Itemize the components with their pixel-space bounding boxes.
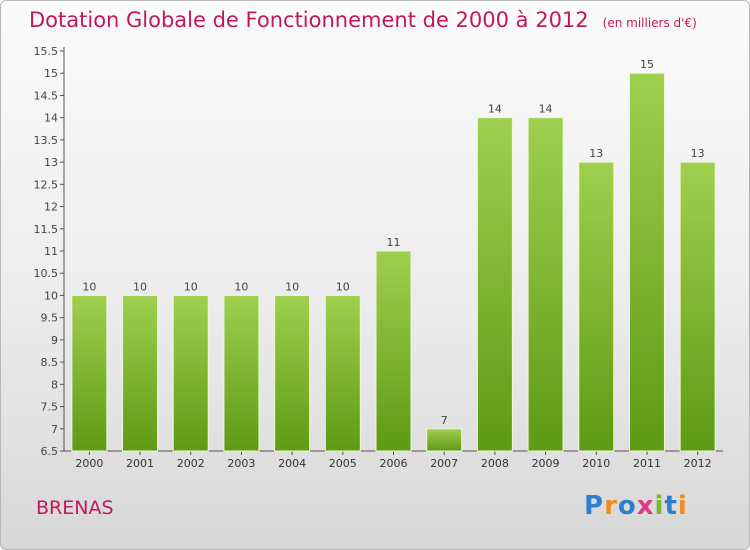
y-tick-label: 15.5: [34, 45, 59, 58]
commune-name: BRENAS: [36, 497, 114, 519]
y-tick-label: 13.5: [34, 134, 59, 147]
x-tick-label: 2006: [380, 457, 408, 470]
bar-2001: [122, 294, 159, 452]
bar-2010: [578, 161, 615, 452]
logo-letter: i: [677, 491, 688, 521]
data-label: 13: [589, 147, 603, 160]
data-label: 10: [285, 280, 299, 293]
data-label: 10: [336, 280, 350, 293]
logo-letter: t: [664, 491, 678, 521]
proxiti-logo[interactable]: Proxiti: [584, 491, 688, 521]
logo-letter: P: [584, 491, 605, 521]
y-tick-label: 15: [44, 67, 58, 80]
x-tick-label: 2012: [684, 457, 712, 470]
x-tick-label: 2010: [582, 457, 610, 470]
data-label: 14: [488, 103, 502, 116]
bar-2011: [628, 72, 665, 452]
y-tick-label: 10: [44, 289, 58, 302]
y-tick-label: 9: [51, 334, 58, 347]
x-tick-label: 2002: [177, 457, 205, 470]
x-tick-label: 2001: [126, 457, 154, 470]
y-tick-label: 14: [44, 112, 58, 125]
data-label: 15: [640, 58, 654, 71]
x-tick-label: 2008: [481, 457, 509, 470]
y-tick-label: 7.5: [41, 401, 59, 414]
unit-label: (en milliers d'€): [602, 16, 697, 30]
bar-2003: [223, 294, 260, 452]
y-tick-label: 12.5: [34, 178, 59, 191]
data-label: 11: [387, 236, 401, 249]
x-tick-label: 2005: [329, 457, 357, 470]
y-tick-label: 13: [44, 156, 58, 169]
y-tick-label: 11: [44, 245, 58, 258]
x-tick-label: 2003: [227, 457, 255, 470]
data-label: 10: [82, 280, 96, 293]
logo-letter: r: [604, 491, 618, 521]
bar-2002: [172, 294, 209, 452]
data-label: 10: [184, 280, 198, 293]
logo-letter: i: [654, 491, 665, 521]
data-label: 13: [691, 147, 705, 160]
data-label: 10: [234, 280, 248, 293]
x-tick-label: 2000: [75, 457, 103, 470]
y-tick-label: 11.5: [34, 223, 59, 236]
x-tick-label: 2004: [278, 457, 306, 470]
chart-title: Dotation Globale de Fonctionnement de 20…: [29, 8, 697, 32]
bar-2006: [375, 250, 412, 452]
y-tick-label: 12: [44, 201, 58, 214]
data-label: 7: [441, 414, 448, 427]
y-tick-label: 14.5: [34, 89, 59, 102]
y-tick-label: 10.5: [34, 267, 59, 280]
y-tick-label: 9.5: [41, 312, 59, 325]
data-label: 10: [133, 280, 147, 293]
x-tick-label: 2007: [430, 457, 458, 470]
y-tick-label: 7: [51, 423, 58, 436]
y-tick-label: 8: [51, 378, 58, 391]
x-tick-label: 2009: [532, 457, 560, 470]
y-tick-label: 6.5: [41, 445, 59, 458]
bar-2009: [527, 117, 564, 452]
bar-2000: [71, 294, 108, 452]
bar-2007: [426, 428, 463, 452]
bar-2012: [679, 161, 716, 452]
data-label: 14: [539, 103, 553, 116]
x-tick-label: 2011: [633, 457, 661, 470]
logo-letter: x: [636, 491, 655, 521]
bar-2008: [476, 117, 513, 452]
bar-2004: [274, 294, 311, 452]
logo-letter: o: [617, 491, 637, 521]
y-tick-label: 8.5: [41, 356, 59, 369]
title-text: Dotation Globale de Fonctionnement de 20…: [29, 8, 589, 32]
bar-2005: [324, 294, 361, 452]
